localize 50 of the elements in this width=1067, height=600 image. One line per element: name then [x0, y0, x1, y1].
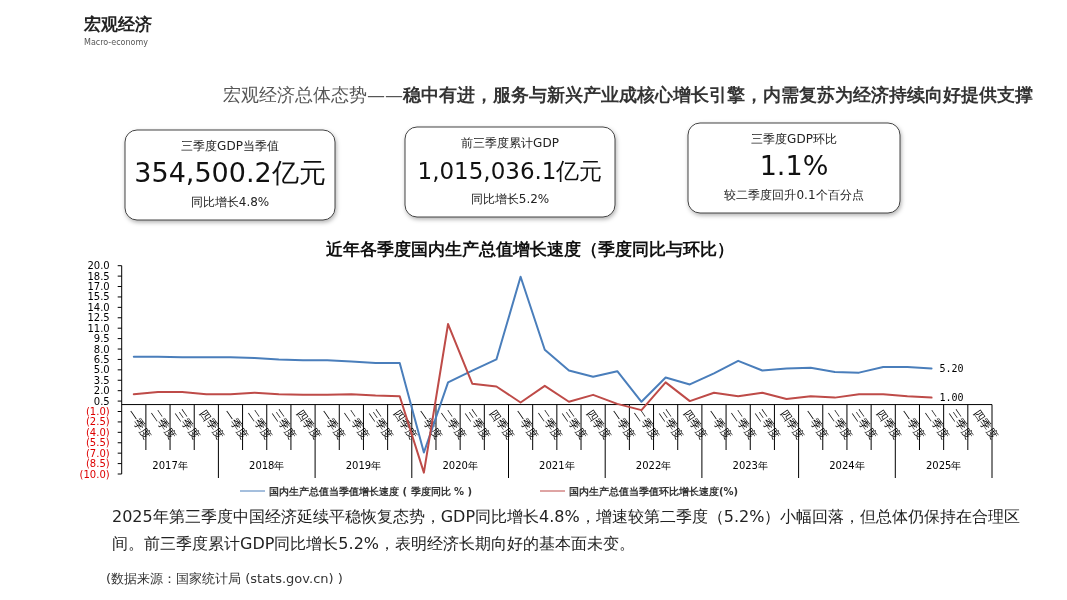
text: 三季度GDP环比	[751, 132, 837, 146]
text: 同比增长5.2%	[470, 192, 550, 206]
chart-title: 近年各季度国内生产总值增长速度（季度同比与环比）	[325, 239, 734, 259]
text: 稳中有进，服务与新兴产业成核心增长引擎，内需复苏为经济持续向好提供支撑	[402, 84, 1033, 105]
y-tick-label: (8.5)	[85, 458, 110, 470]
y-tick-label: 6.5	[93, 353, 110, 365]
text: 1,015,036.1亿元	[417, 158, 603, 184]
annotation: 2025年	[925, 460, 962, 471]
text: 354,500.2亿元	[134, 157, 326, 188]
text: 宏观经济总体态势——	[223, 84, 403, 105]
data-label: 5.20	[939, 362, 964, 374]
annotation: 2024年	[829, 460, 865, 471]
annotation: 2018年	[249, 460, 285, 471]
y-tick-label: 9.5	[93, 333, 110, 345]
y-tick-label: 0.5	[93, 395, 110, 407]
annotation: 2020年	[442, 460, 478, 471]
legend-label: 国内生产总值当季值增长速度 ( 季度同比 % )	[269, 485, 473, 497]
text: 三季度GDP当季值	[181, 139, 279, 153]
y-tick-label: (2.5)	[85, 416, 110, 428]
y-tick-label: 17.0	[87, 281, 110, 293]
y-tick-label: 20.0	[87, 260, 110, 272]
data-label: 1.00	[939, 392, 964, 404]
text: Macro-economy	[84, 38, 149, 47]
y-tick-label: 2.0	[93, 385, 110, 397]
text: 同比增长4.8%	[190, 195, 270, 209]
y-tick-label: 3.5	[93, 374, 110, 386]
text: 2025年第三季度中国经济延续平稳恢复态势，GDP同比增长4.8%，增速较第二季度（5.2%）小幅回落，但总体仍保持在合理区间。前三季度累计GDP同比增长5.2%，表明经济长期向好的基本面未变。	[112, 506, 1022, 555]
text: 宏观经济	[83, 14, 152, 34]
y-tick-label: 8.0	[93, 343, 110, 355]
y-tick-label: 18.5	[87, 270, 110, 282]
annotation: 2022年	[635, 460, 672, 471]
y-tick-label: 12.5	[87, 312, 110, 324]
text: 前三季度累计GDP	[461, 136, 559, 150]
y-tick-label: (1.0)	[85, 406, 110, 418]
y-tick-label: 15.5	[87, 291, 110, 303]
y-tick-label: (5.5)	[85, 437, 110, 449]
text: (数据来源：国家统计局 (stats.gov.cn) )	[106, 571, 343, 586]
y-tick-label: 14.0	[87, 301, 110, 313]
annotation: 2017年	[152, 460, 188, 471]
y-tick-label: 5.0	[93, 364, 110, 376]
text: 1.1%	[759, 150, 829, 181]
y-tick-label: (10.0)	[79, 468, 110, 480]
y-tick-label: (4.0)	[85, 426, 110, 438]
annotation: 2021年	[539, 460, 575, 471]
y-tick-label: 11.0	[87, 322, 110, 334]
annotation: 2019年	[345, 460, 382, 471]
legend-label: 国内生产总值当季值环比增长速度(%)	[569, 485, 739, 497]
annotation: 2023年	[732, 460, 768, 471]
y-tick-label: (7.0)	[85, 447, 110, 459]
text: 较二季度回升0.1个百分点	[724, 188, 864, 202]
